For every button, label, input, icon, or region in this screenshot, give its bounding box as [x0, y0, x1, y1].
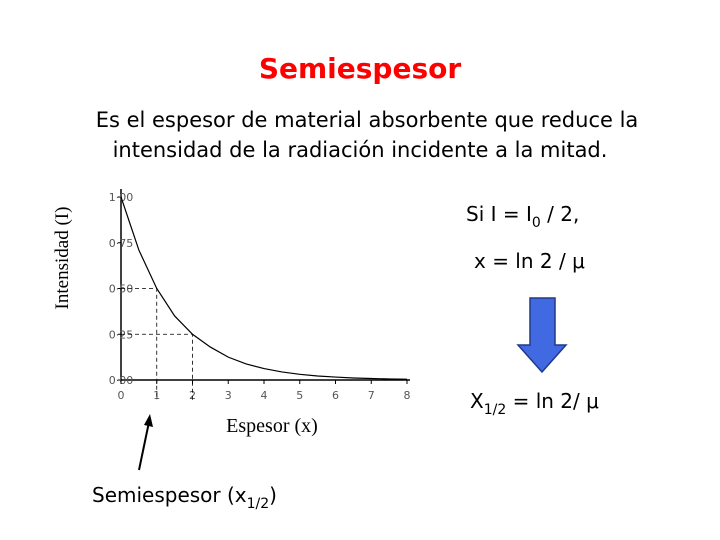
down-arrow	[516, 297, 568, 374]
x-tick-label: 4	[261, 389, 268, 402]
text-part: )	[269, 483, 277, 507]
subscript: 1/2	[247, 496, 270, 512]
x-tick-label: 8	[404, 389, 411, 402]
pointer-label: Semiespesor (x1/2)	[92, 483, 277, 512]
text-part: X	[470, 389, 484, 413]
y-tick-label: 0·50	[109, 283, 134, 296]
x-axis-label: Espesor (x)	[226, 415, 318, 437]
x-tick-label: 6	[332, 389, 339, 402]
condition: Si I = I0 / 2,	[466, 202, 579, 231]
y-axis-label: Intensidad (I)	[52, 207, 73, 310]
pointer-arrow-head	[144, 414, 153, 427]
slide-title: Semiespesor	[259, 52, 462, 85]
y-tick-label: 0·25	[109, 328, 134, 341]
text-part: = ln 2/ μ	[506, 389, 599, 413]
x-tick-label: 7	[368, 389, 375, 402]
subscript: 1/2	[484, 402, 507, 418]
x-tick-label: 2	[189, 389, 196, 402]
x-tick-label: 3	[225, 389, 232, 402]
text-part: Semiespesor (x	[92, 483, 247, 507]
formula: x = ln 2 / μ	[474, 249, 585, 273]
x-tick-label: 0	[118, 389, 125, 402]
text-part: / 2,	[541, 202, 580, 226]
text-part: Si I = I	[466, 202, 532, 226]
decay-curve	[120, 196, 408, 380]
subtitle-line: intensidad de la radiación incidente a l…	[113, 138, 608, 162]
x-tick-label: 5	[296, 389, 303, 402]
subtitle-line: Es el espesor de material absorbente que…	[96, 108, 639, 132]
subscript: 0	[532, 215, 541, 231]
result: X1/2 = ln 2/ μ	[470, 389, 599, 418]
y-tick-label: 0·75	[109, 237, 134, 250]
pointer-arrow	[138, 421, 150, 471]
